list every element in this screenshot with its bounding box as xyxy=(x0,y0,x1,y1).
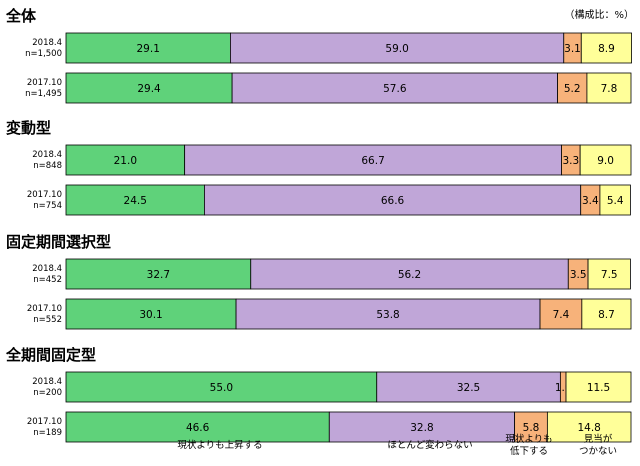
bar-segment-rise xyxy=(65,411,330,443)
unit-label: （構成比：%） xyxy=(564,10,634,21)
row-period-label: 2018.4 xyxy=(32,264,62,274)
row-period-label: 2017.10 xyxy=(27,417,62,427)
bar-segment-rise xyxy=(65,258,252,290)
bar-value-label: 46.6 xyxy=(186,422,210,434)
bar-segment-unknown xyxy=(586,72,632,104)
row-n-label: n=1,495 xyxy=(25,89,62,99)
row-period-label: 2017.10 xyxy=(27,78,62,88)
bar-value-label: 9.0 xyxy=(597,155,614,167)
bar-value-label: 56.2 xyxy=(398,269,421,281)
bar-segment-unknown xyxy=(579,144,632,176)
bar-value-label: 14.8 xyxy=(577,422,600,434)
bar-value-label: 8.9 xyxy=(598,43,615,55)
bar-segment-unchanged xyxy=(230,32,565,64)
bar-segment-unchanged xyxy=(204,184,582,216)
legend-item-unknown: 見当が つかない xyxy=(578,434,617,457)
bar-segment-unchanged xyxy=(231,72,558,104)
group-title: 全期間固定型 xyxy=(5,346,96,364)
bar-value-label: 8.7 xyxy=(598,309,615,321)
bar-value-label: 5.8 xyxy=(523,422,540,434)
bar-segment-unknown xyxy=(580,32,632,64)
bar-value-label: 5.2 xyxy=(564,83,581,95)
bar-value-label: 66.7 xyxy=(361,155,384,167)
bar-value-label: 3.5 xyxy=(570,269,587,281)
bar-value-label: 7.8 xyxy=(601,83,618,95)
bar-segment-fall xyxy=(514,411,548,443)
bar-segment-unknown xyxy=(565,371,632,403)
bar-segment-rise xyxy=(65,371,378,403)
bar-value-label: 24.5 xyxy=(124,195,147,207)
bar-value-label: 32.7 xyxy=(147,269,170,281)
bar-segment-unknown xyxy=(546,411,632,443)
bar-segment-rise xyxy=(65,184,205,216)
bar-segment-unchanged xyxy=(250,258,569,290)
bar-value-label: 32.8 xyxy=(410,422,433,434)
bar-segment-unchanged xyxy=(235,298,541,330)
bar-segment-rise xyxy=(65,72,233,104)
row-period-label: 2018.4 xyxy=(32,377,62,387)
bar-value-label: 7.4 xyxy=(553,309,570,321)
row-n-label: n=552 xyxy=(33,315,62,325)
legend-item-rise: 現状よりも上昇する xyxy=(177,440,263,451)
bar-segment-unchanged xyxy=(328,411,516,443)
bar-segment-fall xyxy=(557,72,588,104)
row-period-label: 2018.4 xyxy=(32,38,62,48)
bar-segment-unchanged xyxy=(184,144,562,176)
bar-value-label: 3.3 xyxy=(562,155,579,167)
bar-value-label: 29.4 xyxy=(137,83,161,95)
legend-item-fall: 現状よりも 低下する xyxy=(505,434,553,457)
bar-segment-rise xyxy=(65,144,186,176)
row-n-label: n=189 xyxy=(33,428,62,438)
bar-value-label: 21.0 xyxy=(114,155,137,167)
bar-value-label: 66.6 xyxy=(381,195,405,207)
bar-segment-unknown xyxy=(599,184,631,216)
group-title: 全体 xyxy=(5,7,37,25)
row-period-label: 2017.10 xyxy=(27,190,62,200)
bar-value-label: 30.1 xyxy=(139,309,162,321)
bar-value-label: 59.0 xyxy=(385,43,408,55)
row-n-label: n=452 xyxy=(33,275,62,285)
bar-segment-unknown xyxy=(581,298,632,330)
row-n-label: n=754 xyxy=(33,201,62,211)
bar-value-label: 7.5 xyxy=(601,269,618,281)
group-title: 変動型 xyxy=(6,119,51,137)
bar-value-label: 32.5 xyxy=(457,382,480,394)
bar-segment-rise xyxy=(65,32,231,64)
bar-segment-unknown xyxy=(587,258,631,290)
bar-value-label: 3.4 xyxy=(582,195,599,207)
bar-value-label: 53.8 xyxy=(376,309,399,321)
row-n-label: n=200 xyxy=(33,388,62,398)
bar-value-label: 11.5 xyxy=(587,382,610,394)
bar-segment-unchanged xyxy=(376,371,561,403)
bar-value-label: 5.4 xyxy=(607,195,624,207)
legend-item-unchanged: ほとんど変わらない xyxy=(387,440,473,451)
bar-segment-rise xyxy=(65,298,237,330)
row-n-label: n=1,500 xyxy=(25,49,62,59)
group-title: 固定期間選択型 xyxy=(6,233,111,251)
bar-value-label: 29.1 xyxy=(137,43,160,55)
row-period-label: 2017.10 xyxy=(27,304,62,314)
bar-value-label: 55.0 xyxy=(210,382,233,394)
bar-value-label: 57.6 xyxy=(383,83,407,95)
row-n-label: n=848 xyxy=(33,161,62,171)
bar-value-label: 3.1 xyxy=(564,43,581,55)
row-period-label: 2018.4 xyxy=(32,150,62,160)
